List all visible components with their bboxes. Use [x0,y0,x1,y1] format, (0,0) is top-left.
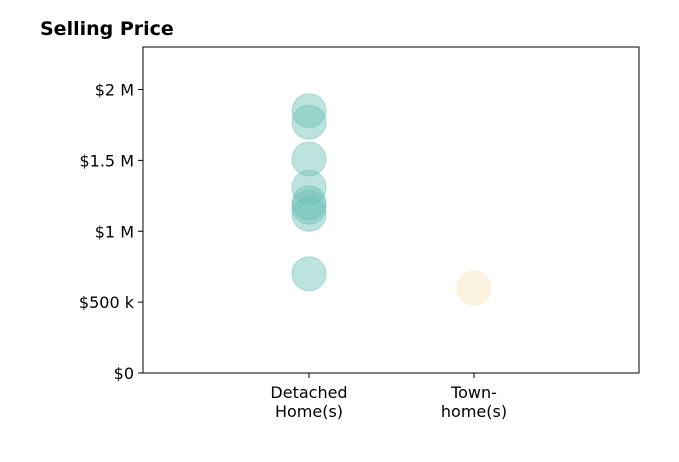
data-point [291,196,327,232]
data-point [456,270,492,306]
data-point [291,256,327,292]
y-axis: $0 $500 k $1 M $1.5 M $2 M [79,81,143,383]
data-point [291,141,327,177]
y-tick-label: $500 k [79,293,135,312]
data-point [291,185,327,221]
y-tick-label: $2 M [95,81,134,100]
y-tick-label: $1.5 M [79,151,134,170]
chart-title: Selling Price [40,18,174,40]
data-point [291,169,327,205]
y-tick-label: $1 M [95,222,134,241]
x-axis: Detached Home(s) Town-home(s) [270,373,507,421]
data-points [291,93,492,306]
plot-frame [142,46,640,374]
x-tick-label: Detached Home(s) [270,383,347,421]
data-point [291,104,327,140]
data-point [291,93,327,129]
y-tick-label: $0 [114,364,134,383]
data-point [291,189,327,225]
x-tick-label: Town-home(s) [441,383,507,421]
